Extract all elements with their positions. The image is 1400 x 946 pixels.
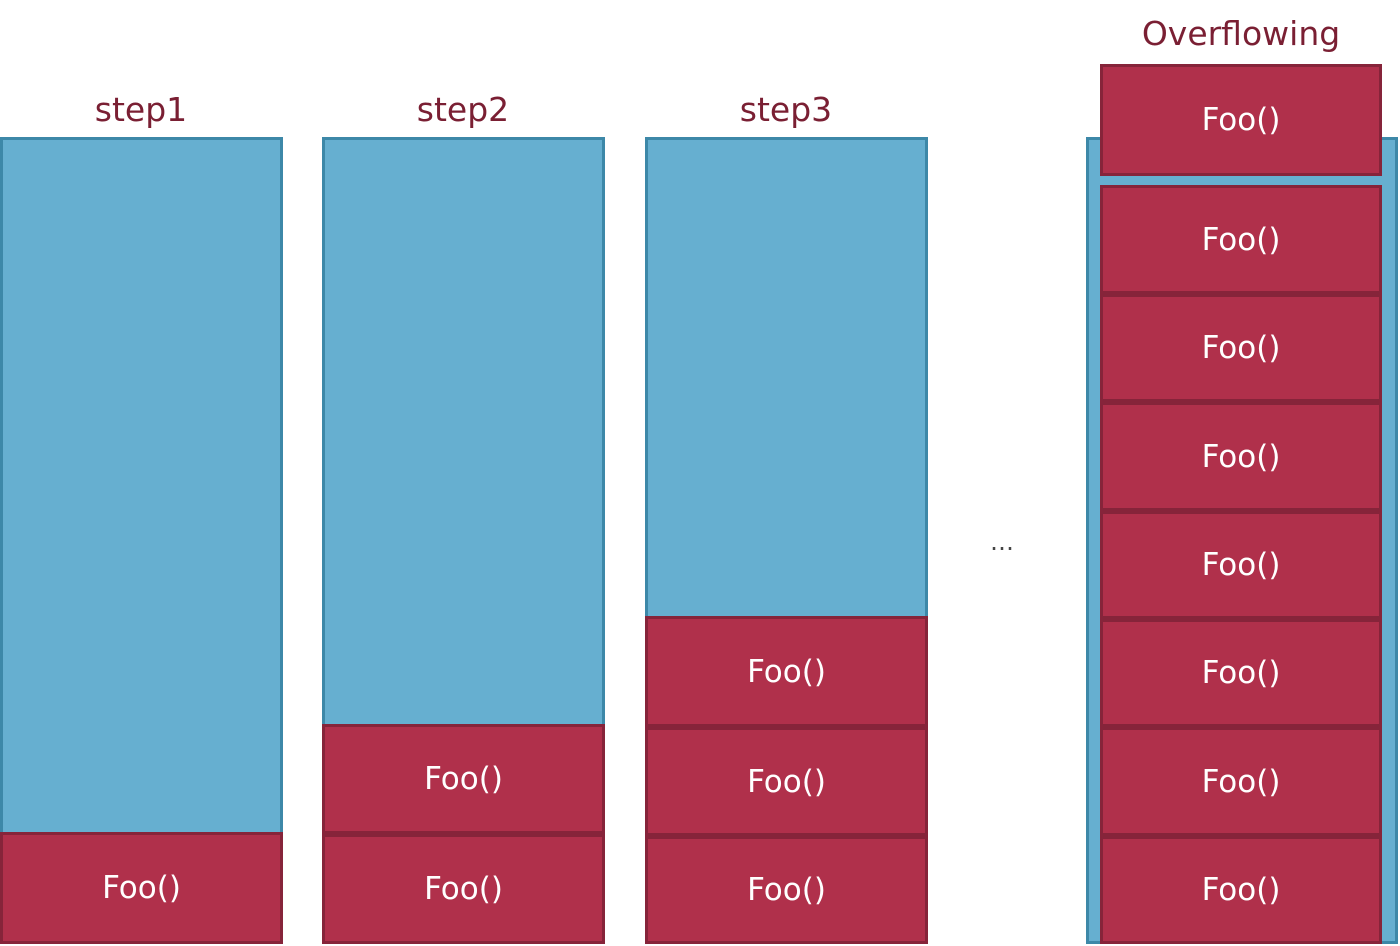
step3-title: step3	[739, 90, 833, 129]
step1-frame-1: Foo()	[0, 832, 283, 944]
overflow-frame-5: Foo()	[1100, 402, 1382, 511]
overflow-frame-3: Foo()	[1100, 619, 1382, 727]
overflow-frame-top: Foo()	[1100, 64, 1382, 176]
overflow-frame-1: Foo()	[1100, 836, 1382, 944]
overflow-frame-2: Foo()	[1100, 727, 1382, 836]
step2-frame-1: Foo()	[322, 834, 605, 944]
overflowing-title: Overflowing	[1141, 14, 1341, 53]
step3-frame-3: Foo()	[645, 616, 928, 727]
step3-frame-1: Foo()	[645, 836, 928, 944]
step1-stack	[0, 137, 283, 944]
step3-frame-2: Foo()	[645, 727, 928, 836]
overflow-frame-4: Foo()	[1100, 511, 1382, 619]
ellipsis: …	[990, 528, 1014, 556]
step2-frame-2: Foo()	[322, 724, 605, 834]
overflow-frame-7: Foo()	[1100, 185, 1382, 294]
step2-title: step2	[416, 90, 510, 129]
overflow-frame-6: Foo()	[1100, 294, 1382, 402]
step1-title: step1	[94, 90, 188, 129]
